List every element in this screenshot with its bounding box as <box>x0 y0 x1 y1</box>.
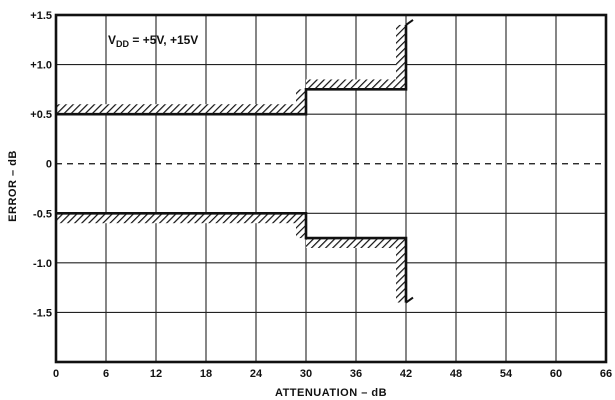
x-tick-label: 6 <box>103 368 109 380</box>
y-tick-label: -1.0 <box>33 258 52 270</box>
lower-limit-line <box>56 213 406 302</box>
upper-limit-end-tick <box>406 20 413 25</box>
tolerance-hatch <box>396 238 406 302</box>
x-tick-label: 42 <box>400 368 412 380</box>
tolerance-hatch <box>56 213 306 223</box>
tolerance-hatch <box>56 104 306 114</box>
plot-border <box>56 15 606 362</box>
tolerance-hatch <box>396 25 406 89</box>
grid <box>56 15 606 362</box>
y-tick-label: -0.5 <box>33 208 52 220</box>
series-layer <box>56 20 606 303</box>
x-tick-label: 60 <box>550 368 562 380</box>
x-tick-label: 30 <box>300 368 312 380</box>
x-tick-label: 54 <box>500 368 513 380</box>
y-tick-label: +1.0 <box>30 60 52 72</box>
x-tick-label: 36 <box>350 368 362 380</box>
x-tick-label: 12 <box>150 368 162 380</box>
tolerance-hatch <box>296 213 306 238</box>
x-axis-title: ATTENUATION – dB <box>275 387 387 399</box>
x-tick-label: 24 <box>250 368 263 380</box>
x-tick-label: 0 <box>53 368 59 380</box>
y-axis-title: ERROR – dB <box>7 150 19 222</box>
y-tick-label: +1.5 <box>30 10 52 22</box>
tick-labels: 0 6 12 18 24 30 36 42 48 54 60 66 +1.5 +1.0 +0.5 0 -0.5 -… <box>30 10 612 380</box>
tolerance-hatch <box>296 89 306 114</box>
vdd-annotation-subscript: DD <box>116 39 129 49</box>
plot-frame <box>56 15 606 362</box>
vdd-annotation-rest: = +5V, +15V <box>129 33 198 47</box>
x-tick-label: 66 <box>600 368 612 380</box>
tolerance-hatch <box>306 238 406 248</box>
y-tick-label: 0 <box>46 159 52 171</box>
tolerance-hatch <box>306 79 406 89</box>
x-tick-label: 48 <box>450 368 462 380</box>
vdd-annotation: VDD = +5V, +15V <box>108 33 198 49</box>
y-tick-label: -1.5 <box>33 307 52 319</box>
y-tick-label: +0.5 <box>30 109 52 121</box>
vdd-annotation-main: V <box>108 33 116 47</box>
x-tick-label: 18 <box>200 368 212 380</box>
